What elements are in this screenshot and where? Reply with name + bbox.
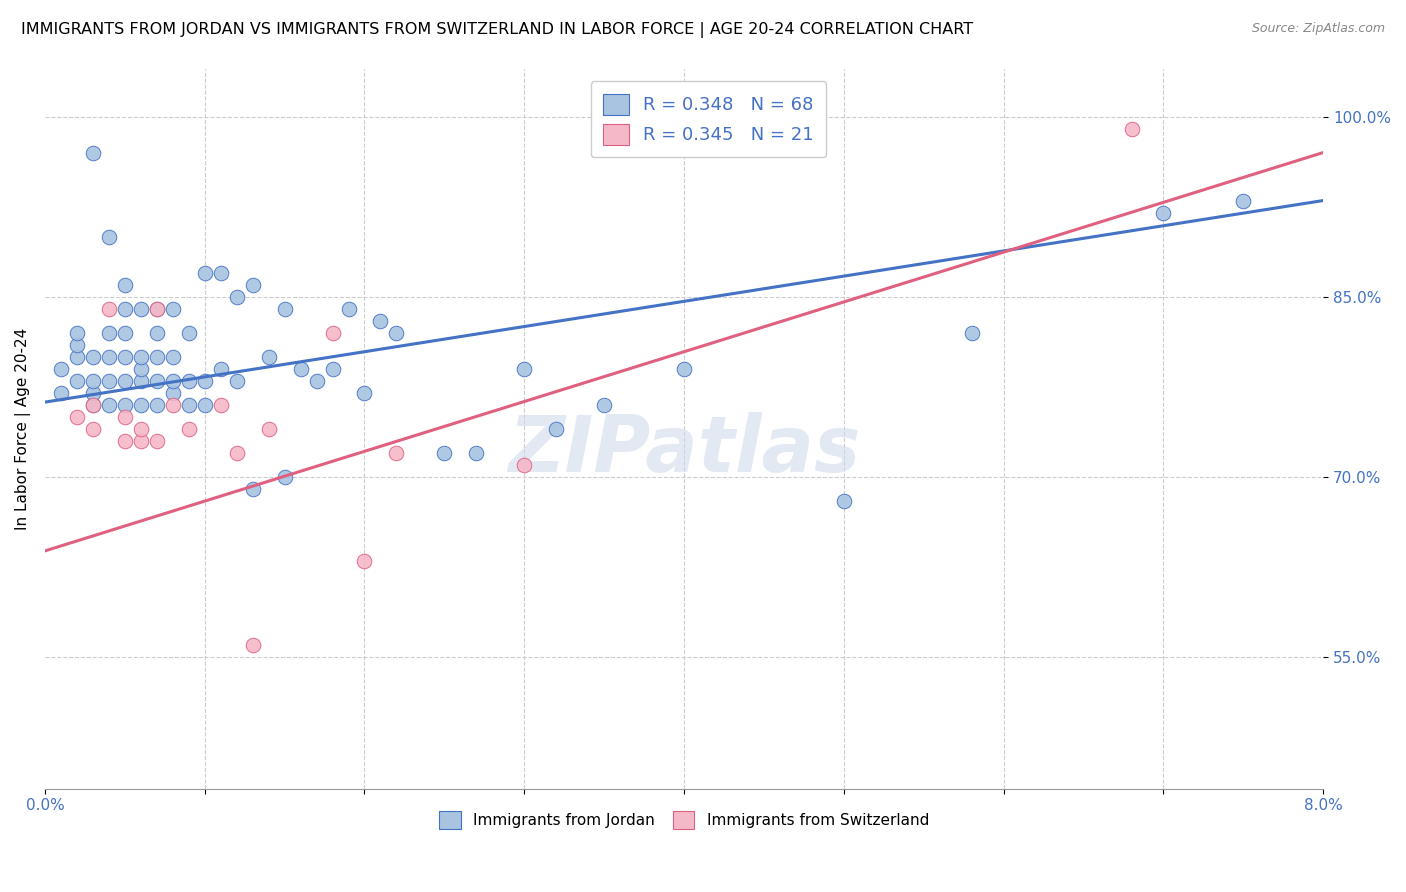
Point [385,326,408,340]
Point [66,350,89,364]
Point [145,301,167,316]
Point [385,445,408,459]
Point [66,337,89,351]
Point [257,421,280,435]
Point [273,301,295,316]
Point [257,350,280,364]
Point [97,301,120,316]
Point [177,398,200,412]
Point [114,277,136,292]
Point [129,434,152,448]
Point [129,301,152,316]
Point [337,301,360,316]
Point [162,374,184,388]
Point [1121,121,1143,136]
Point [82,385,104,400]
Text: ZIPatlas: ZIPatlas [508,412,860,488]
Point [145,301,167,316]
Point [1153,205,1175,219]
Point [242,638,264,652]
Point [97,350,120,364]
Point [82,350,104,364]
Point [129,374,152,388]
Point [114,434,136,448]
Text: Source: ZipAtlas.com: Source: ZipAtlas.com [1251,22,1385,36]
Point [162,350,184,364]
Point [82,398,104,412]
Point [66,326,89,340]
Point [305,374,328,388]
Point [114,301,136,316]
Point [145,374,167,388]
Point [82,374,104,388]
Point [209,398,232,412]
Point [370,313,392,327]
Point [82,421,104,435]
Point [177,421,200,435]
Point [114,398,136,412]
Point [322,326,344,340]
Point [97,374,120,388]
Point [145,434,167,448]
Point [194,374,217,388]
Point [162,301,184,316]
Point [513,361,536,376]
Point [114,350,136,364]
Point [177,374,200,388]
Point [353,385,375,400]
Point [49,361,72,376]
Point [162,398,184,412]
Point [546,421,568,435]
Point [225,289,247,303]
Point [242,277,264,292]
Point [97,398,120,412]
Point [129,398,152,412]
Point [290,361,312,376]
Point [225,445,247,459]
Point [129,350,152,364]
Legend: Immigrants from Jordan, Immigrants from Switzerland: Immigrants from Jordan, Immigrants from … [433,805,935,835]
Point [273,469,295,483]
Point [114,409,136,424]
Point [465,445,488,459]
Point [97,229,120,244]
Point [832,493,855,508]
Point [209,361,232,376]
Point [66,409,89,424]
Point [49,385,72,400]
Point [129,421,152,435]
Point [353,553,375,567]
Point [322,361,344,376]
Point [145,326,167,340]
Point [145,350,167,364]
Point [194,398,217,412]
Point [209,266,232,280]
Point [433,445,456,459]
Point [129,361,152,376]
Point [114,326,136,340]
Point [242,482,264,496]
Point [66,374,89,388]
Point [162,385,184,400]
Point [225,374,247,388]
Point [145,398,167,412]
Point [673,361,696,376]
Text: IMMIGRANTS FROM JORDAN VS IMMIGRANTS FROM SWITZERLAND IN LABOR FORCE | AGE 20-24: IMMIGRANTS FROM JORDAN VS IMMIGRANTS FRO… [21,22,973,38]
Y-axis label: In Labor Force | Age 20-24: In Labor Force | Age 20-24 [15,327,31,530]
Point [82,398,104,412]
Point [593,398,616,412]
Point [194,266,217,280]
Point [513,458,536,472]
Point [960,326,983,340]
Point [82,145,104,160]
Point [1232,194,1254,208]
Point [177,326,200,340]
Point [97,326,120,340]
Point [114,374,136,388]
